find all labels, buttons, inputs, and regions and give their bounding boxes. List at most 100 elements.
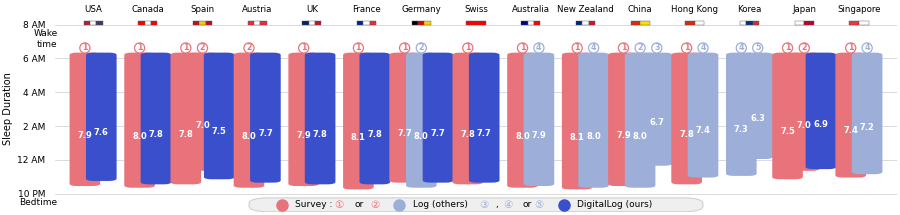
FancyBboxPatch shape <box>859 21 868 25</box>
Text: 1: 1 <box>520 43 526 52</box>
FancyBboxPatch shape <box>671 53 702 184</box>
Text: France: France <box>352 5 381 14</box>
Text: 7.7: 7.7 <box>477 129 491 138</box>
Text: New Zealand: New Zealand <box>557 5 614 14</box>
FancyBboxPatch shape <box>466 21 486 25</box>
FancyBboxPatch shape <box>582 21 589 25</box>
FancyBboxPatch shape <box>640 21 650 25</box>
Text: 1: 1 <box>465 43 471 52</box>
Text: 8.0: 8.0 <box>414 132 428 141</box>
FancyBboxPatch shape <box>746 21 752 25</box>
Text: Wake
time: Wake time <box>33 29 58 49</box>
FancyBboxPatch shape <box>249 198 703 212</box>
Text: ⑤: ⑤ <box>535 200 544 210</box>
FancyBboxPatch shape <box>521 21 527 25</box>
FancyBboxPatch shape <box>86 53 117 181</box>
Text: 1: 1 <box>402 43 408 52</box>
Text: 1: 1 <box>848 43 853 52</box>
Text: 7.9: 7.9 <box>296 131 311 140</box>
FancyBboxPatch shape <box>688 53 718 178</box>
FancyBboxPatch shape <box>851 53 883 174</box>
Text: 8.1: 8.1 <box>351 133 365 142</box>
Text: 1: 1 <box>183 43 189 52</box>
FancyBboxPatch shape <box>357 21 364 25</box>
FancyBboxPatch shape <box>254 21 260 25</box>
Text: 6.7: 6.7 <box>650 118 664 127</box>
Text: 7.5: 7.5 <box>780 127 795 136</box>
Text: 8.0: 8.0 <box>633 132 647 141</box>
Text: UK: UK <box>306 5 318 14</box>
Text: 4: 4 <box>536 43 542 52</box>
Text: 2: 2 <box>200 43 205 52</box>
Text: 7.9: 7.9 <box>77 131 93 140</box>
Text: 4: 4 <box>864 43 870 52</box>
Text: Germany: Germany <box>401 5 441 14</box>
Text: 2: 2 <box>247 43 252 52</box>
Text: 7.9: 7.9 <box>532 131 546 140</box>
FancyBboxPatch shape <box>579 53 609 188</box>
FancyBboxPatch shape <box>193 21 199 25</box>
Text: 1: 1 <box>301 43 306 52</box>
Text: 1: 1 <box>82 43 87 52</box>
FancyBboxPatch shape <box>453 53 483 184</box>
Text: 7.8: 7.8 <box>680 130 694 139</box>
Text: ②: ② <box>370 200 380 210</box>
Text: Survey :: Survey : <box>295 200 333 209</box>
Text: 7.8: 7.8 <box>148 130 164 139</box>
FancyBboxPatch shape <box>806 53 836 169</box>
Text: 1: 1 <box>785 43 790 52</box>
FancyBboxPatch shape <box>206 21 212 25</box>
FancyBboxPatch shape <box>140 53 171 184</box>
FancyBboxPatch shape <box>576 21 582 25</box>
FancyBboxPatch shape <box>527 21 534 25</box>
FancyBboxPatch shape <box>562 53 592 189</box>
Text: ,: , <box>495 200 498 209</box>
Text: Log (others): Log (others) <box>413 200 468 209</box>
FancyBboxPatch shape <box>96 21 103 25</box>
Text: 2: 2 <box>637 43 643 52</box>
Text: 3: 3 <box>654 43 660 52</box>
FancyBboxPatch shape <box>752 21 759 25</box>
Text: Austria: Austria <box>242 5 273 14</box>
Text: 7.8: 7.8 <box>312 130 328 139</box>
FancyBboxPatch shape <box>589 21 595 25</box>
Text: 8.1: 8.1 <box>570 133 585 142</box>
FancyBboxPatch shape <box>170 53 201 184</box>
FancyBboxPatch shape <box>124 53 155 188</box>
FancyBboxPatch shape <box>534 21 540 25</box>
FancyBboxPatch shape <box>343 53 373 189</box>
FancyBboxPatch shape <box>789 53 820 171</box>
Text: 4: 4 <box>739 43 744 52</box>
Text: or: or <box>523 200 532 209</box>
Text: Spain: Spain <box>191 5 214 14</box>
FancyBboxPatch shape <box>795 21 805 25</box>
Text: 7.0: 7.0 <box>796 121 812 130</box>
FancyBboxPatch shape <box>151 21 158 25</box>
FancyBboxPatch shape <box>411 21 418 25</box>
Text: 1: 1 <box>356 43 361 52</box>
Text: DigitalLog (ours): DigitalLog (ours) <box>577 200 652 209</box>
Text: 5: 5 <box>755 43 760 52</box>
Text: 2: 2 <box>801 43 807 52</box>
FancyBboxPatch shape <box>248 21 254 25</box>
FancyBboxPatch shape <box>631 21 640 25</box>
Text: 1: 1 <box>621 43 626 52</box>
Text: Canada: Canada <box>131 5 164 14</box>
FancyBboxPatch shape <box>608 53 639 186</box>
Text: 1: 1 <box>137 43 142 52</box>
Text: 8.0: 8.0 <box>132 132 147 141</box>
FancyBboxPatch shape <box>359 53 390 184</box>
FancyBboxPatch shape <box>642 53 672 166</box>
FancyBboxPatch shape <box>695 21 705 25</box>
Text: 7.7: 7.7 <box>430 129 446 138</box>
FancyBboxPatch shape <box>390 53 420 183</box>
Text: ③: ③ <box>480 200 489 210</box>
FancyBboxPatch shape <box>69 53 100 186</box>
FancyBboxPatch shape <box>204 53 235 179</box>
FancyBboxPatch shape <box>315 21 321 25</box>
Text: Japan: Japan <box>792 5 816 14</box>
Text: 8.0: 8.0 <box>586 132 601 141</box>
Text: 7.0: 7.0 <box>195 121 210 130</box>
Text: 7.2: 7.2 <box>860 123 875 132</box>
Text: Australia: Australia <box>512 5 550 14</box>
